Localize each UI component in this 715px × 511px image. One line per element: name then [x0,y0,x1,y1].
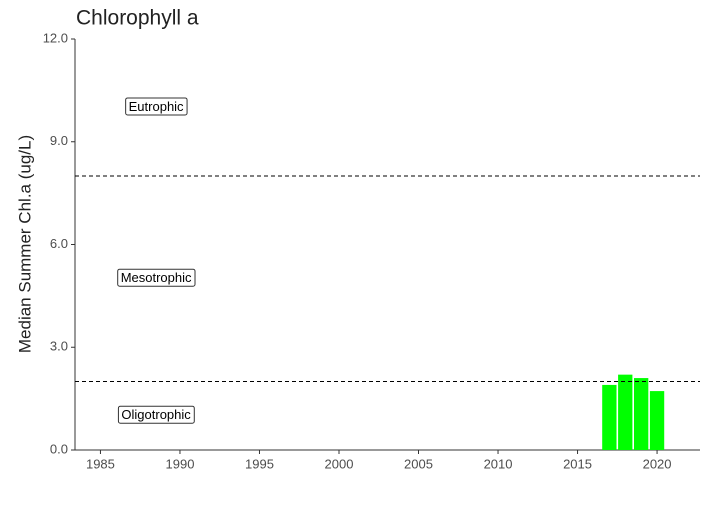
x-tick-label: 2015 [563,456,592,471]
y-axis-label: Median Summer Chl.a (ug/L) [15,135,34,353]
y-tick-label: 12.0 [43,30,68,45]
x-tick-label: 1985 [86,456,115,471]
annotation: Eutrophic [129,99,184,114]
bar [649,391,665,450]
annotation-box [117,268,196,287]
x-tick-label: 1995 [245,456,274,471]
annotation: Mesotrophic [121,270,192,285]
chart-title: Chlorophyll a [76,7,199,30]
annotation: Oligotrophic [121,407,191,422]
x-tick-label: 2000 [325,456,354,471]
annotation-box [117,405,195,424]
x-tick-label: 2005 [404,456,433,471]
y-tick-label: 0.0 [50,441,68,456]
annotation-box [125,97,188,116]
bar [618,374,633,450]
y-tick-label: 3.0 [50,339,68,354]
x-tick-label: 2010 [484,456,513,471]
bar [634,378,649,450]
x-tick-label: 2020 [643,456,672,471]
x-tick-label: 1990 [166,456,195,471]
y-tick-label: 6.0 [50,236,68,251]
y-tick-label: 9.0 [50,133,68,148]
bar [602,384,617,450]
